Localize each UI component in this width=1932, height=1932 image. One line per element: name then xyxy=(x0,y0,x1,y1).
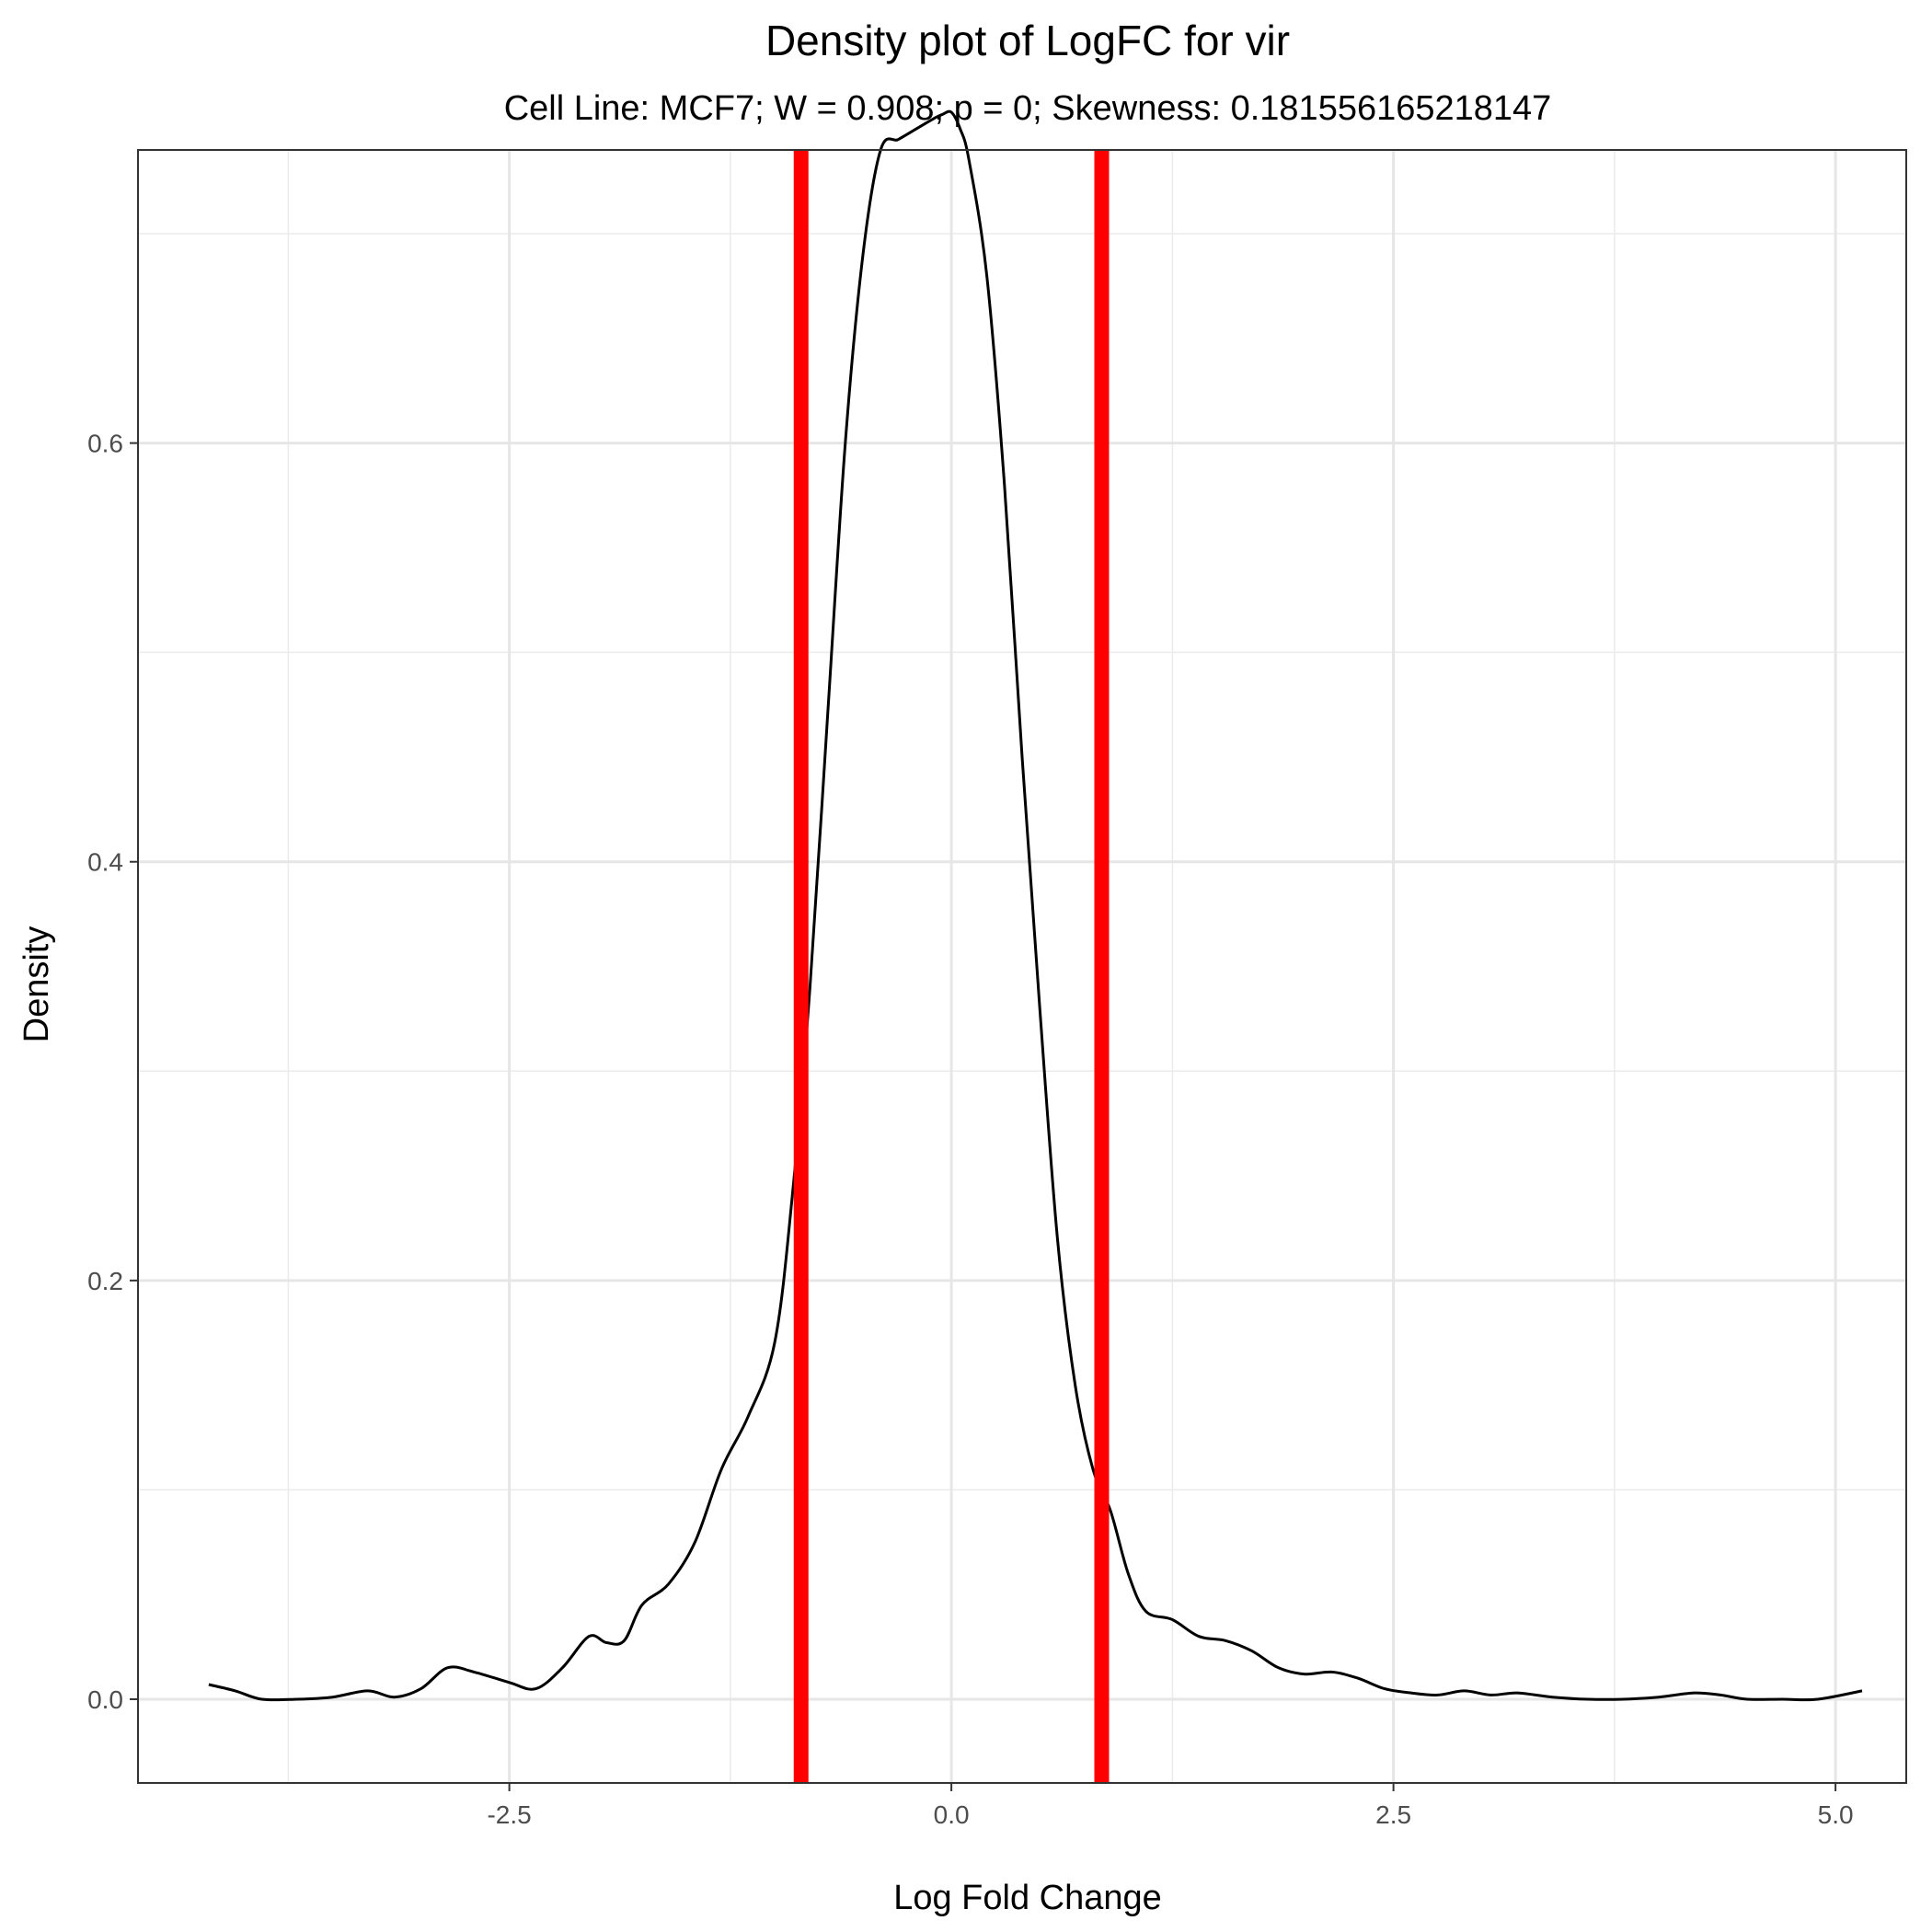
y-tick-label: 0.0 xyxy=(87,1685,123,1714)
y-tick-label: 0.6 xyxy=(87,430,123,458)
x-tick-label: 0.0 xyxy=(934,1800,970,1829)
panel-border xyxy=(137,149,1907,1784)
y-tick-label: 0.2 xyxy=(87,1267,123,1295)
chart-title: Density plot of LogFC for vir xyxy=(765,17,1290,64)
minor-gridlines xyxy=(138,150,1906,1783)
density-curve xyxy=(208,109,1863,1702)
vline-layer xyxy=(793,150,1110,1783)
chart-subtitle: Cell Line: MCF7; W = 0.908; p = 0; Skewn… xyxy=(504,89,1552,128)
y-axis-title: Density xyxy=(17,926,56,1043)
x-axis-title: Log Fold Change xyxy=(893,1879,1162,1917)
x-tick-label: 5.0 xyxy=(1818,1800,1854,1829)
x-tick-label: -2.5 xyxy=(487,1800,531,1829)
x-axis-ticks: -2.5 0.0 2.5 5.0 xyxy=(487,1783,1854,1829)
series-layer xyxy=(208,109,1863,1702)
x-tick-label: 2.5 xyxy=(1375,1800,1411,1829)
y-tick-label: 0.4 xyxy=(87,848,123,877)
y-axis-ticks: 0.0 0.2 0.4 0.6 xyxy=(87,430,138,1714)
